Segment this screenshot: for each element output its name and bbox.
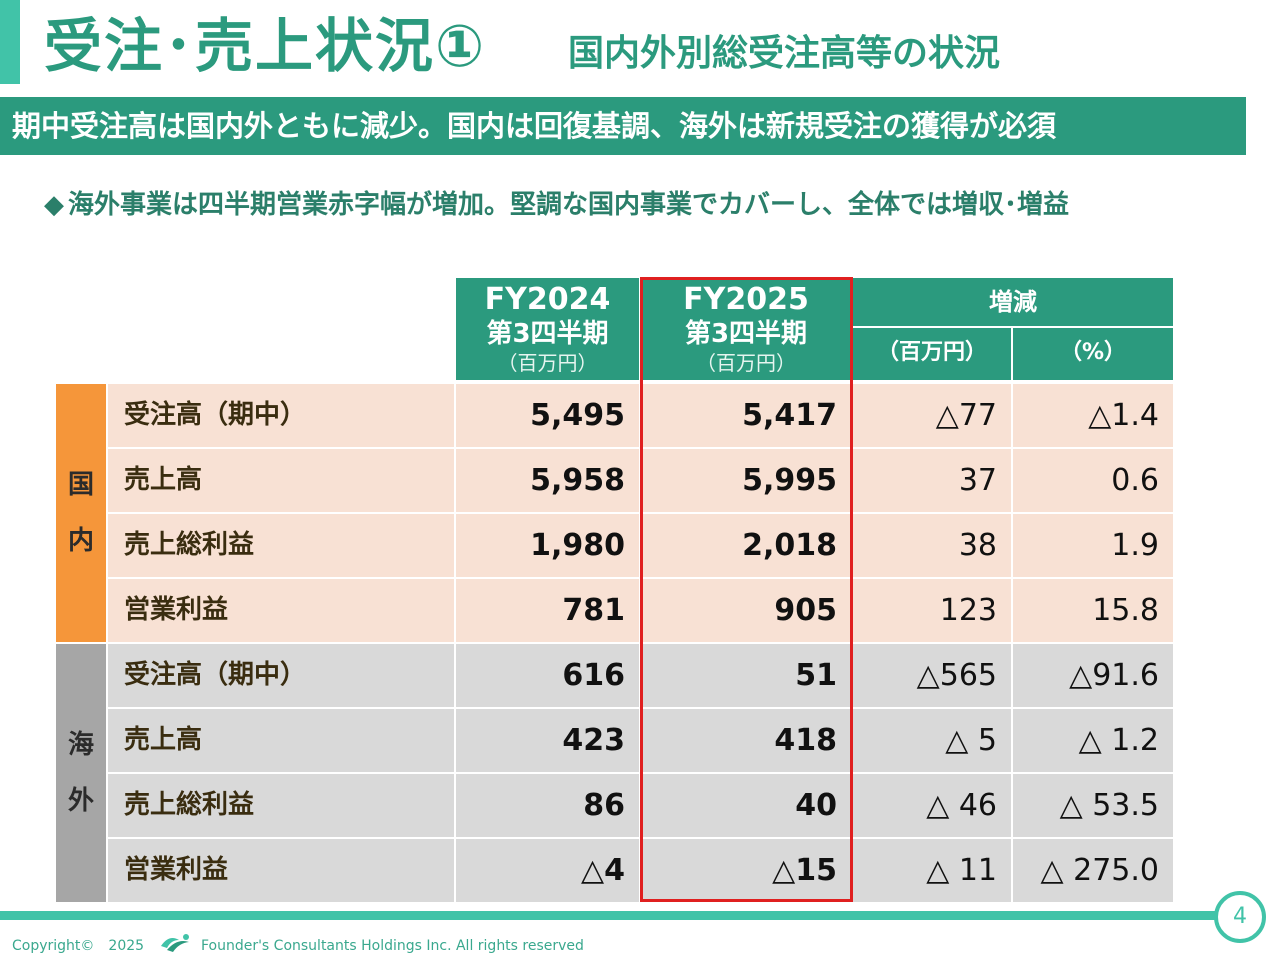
bullet-text: 海外事業は四半期営業赤字幅が増加。堅調な国内事業でカバーし、全体では増収･増益 bbox=[68, 190, 1070, 220]
footer: Copyright© 2025 Founder's Consultants Ho… bbox=[12, 932, 584, 960]
header-change-abs: （百万円） bbox=[853, 328, 1011, 380]
value-pct: △ 1.2 bbox=[1013, 709, 1173, 772]
value-diff: 37 bbox=[853, 449, 1011, 512]
value-fy2025: 51 bbox=[641, 644, 851, 707]
value-fy2024: 423 bbox=[456, 709, 639, 772]
value-pct: △ 275.0 bbox=[1013, 839, 1173, 902]
group-label-char: 外 bbox=[67, 786, 94, 816]
header-fy2024-year: FY2024 bbox=[484, 282, 611, 317]
value-diff: △ 46 bbox=[853, 774, 1011, 837]
value-diff: △565 bbox=[853, 644, 1011, 707]
value-diff: △ 11 bbox=[853, 839, 1011, 902]
value-fy2024: 781 bbox=[456, 579, 639, 642]
row-label: 売上総利益 bbox=[108, 774, 454, 837]
results-table: FY2024 第3四半期 （百万円） FY2025 第3四半期 （百万円） 増減… bbox=[56, 277, 1173, 902]
value-pct: 1.9 bbox=[1013, 514, 1173, 577]
value-fy2024: 616 bbox=[456, 644, 639, 707]
header-fy2025: FY2025 第3四半期 （百万円） bbox=[641, 278, 851, 380]
value-fy2024: 5,958 bbox=[456, 449, 639, 512]
value-pct: △ 53.5 bbox=[1013, 774, 1173, 837]
footer-line bbox=[0, 911, 1228, 920]
page-title: 受注･売上状況① bbox=[44, 12, 487, 80]
value-pct: △91.6 bbox=[1013, 644, 1173, 707]
copyright-text: Copyright© 2025 bbox=[12, 938, 145, 954]
header-change-pct: （%） bbox=[1013, 328, 1173, 380]
row-label: 営業利益 bbox=[108, 579, 454, 642]
header-fy2025-year: FY2025 bbox=[683, 282, 809, 317]
value-fy2025: 40 bbox=[641, 774, 851, 837]
diamond-bullet-icon: ◆ bbox=[44, 190, 64, 220]
row-label: 営業利益 bbox=[108, 839, 454, 902]
company-rights-text: Founder's Consultants Holdings Inc. All … bbox=[200, 938, 584, 954]
value-diff: △ 5 bbox=[853, 709, 1011, 772]
value-fy2025: △15 bbox=[641, 839, 851, 902]
header-change: 増減 bbox=[853, 278, 1173, 326]
value-pct: 15.8 bbox=[1013, 579, 1173, 642]
row-label: 受注高（期中） bbox=[108, 384, 454, 447]
row-label: 受注高（期中） bbox=[108, 644, 454, 707]
value-diff: 123 bbox=[853, 579, 1011, 642]
value-fy2025: 418 bbox=[641, 709, 851, 772]
group-label-char: 国 bbox=[67, 470, 94, 500]
page-subtitle: 国内外別総受注高等の状況 bbox=[568, 33, 1001, 74]
value-fy2024: 5,495 bbox=[456, 384, 639, 447]
group-label-overseas: 海外 bbox=[56, 644, 106, 902]
value-fy2025: 5,417 bbox=[641, 384, 851, 447]
group-label-domestic: 国内 bbox=[56, 384, 106, 642]
header-fy2024-unit: （百万円） bbox=[497, 351, 598, 375]
value-fy2025: 2,018 bbox=[641, 514, 851, 577]
row-label: 売上高 bbox=[108, 449, 454, 512]
title-accent-bar bbox=[0, 0, 20, 84]
summary-banner: 期中受注高は国内外ともに減少。国内は回復基調、海外は新規受注の獲得が必須 bbox=[0, 97, 1246, 155]
value-pct: 0.6 bbox=[1013, 449, 1173, 512]
bullet-point: ◆ 海外事業は四半期営業赤字幅が増加。堅調な国内事業でカバーし、全体では増収･増益 bbox=[44, 186, 1069, 224]
value-diff: △77 bbox=[853, 384, 1011, 447]
header-fy2025-unit: （百万円） bbox=[696, 351, 796, 375]
row-label: 売上高 bbox=[108, 709, 454, 772]
value-diff: 38 bbox=[853, 514, 1011, 577]
value-fy2024: 86 bbox=[456, 774, 639, 837]
header-fy2025-period: 第3四半期 bbox=[684, 319, 808, 349]
row-label: 売上総利益 bbox=[108, 514, 454, 577]
company-logo-icon bbox=[159, 932, 193, 960]
header-fy2024-period: 第3四半期 bbox=[486, 319, 609, 349]
page-number: 4 bbox=[1214, 891, 1266, 943]
value-fy2025: 905 bbox=[641, 579, 851, 642]
value-fy2024: 1,980 bbox=[456, 514, 639, 577]
group-label-char: 海 bbox=[67, 730, 94, 760]
group-label-char: 内 bbox=[67, 526, 94, 556]
value-pct: △1.4 bbox=[1013, 384, 1173, 447]
header-fy2024: FY2024 第3四半期 （百万円） bbox=[456, 278, 639, 380]
value-fy2024: △4 bbox=[456, 839, 639, 902]
value-fy2025: 5,995 bbox=[641, 449, 851, 512]
